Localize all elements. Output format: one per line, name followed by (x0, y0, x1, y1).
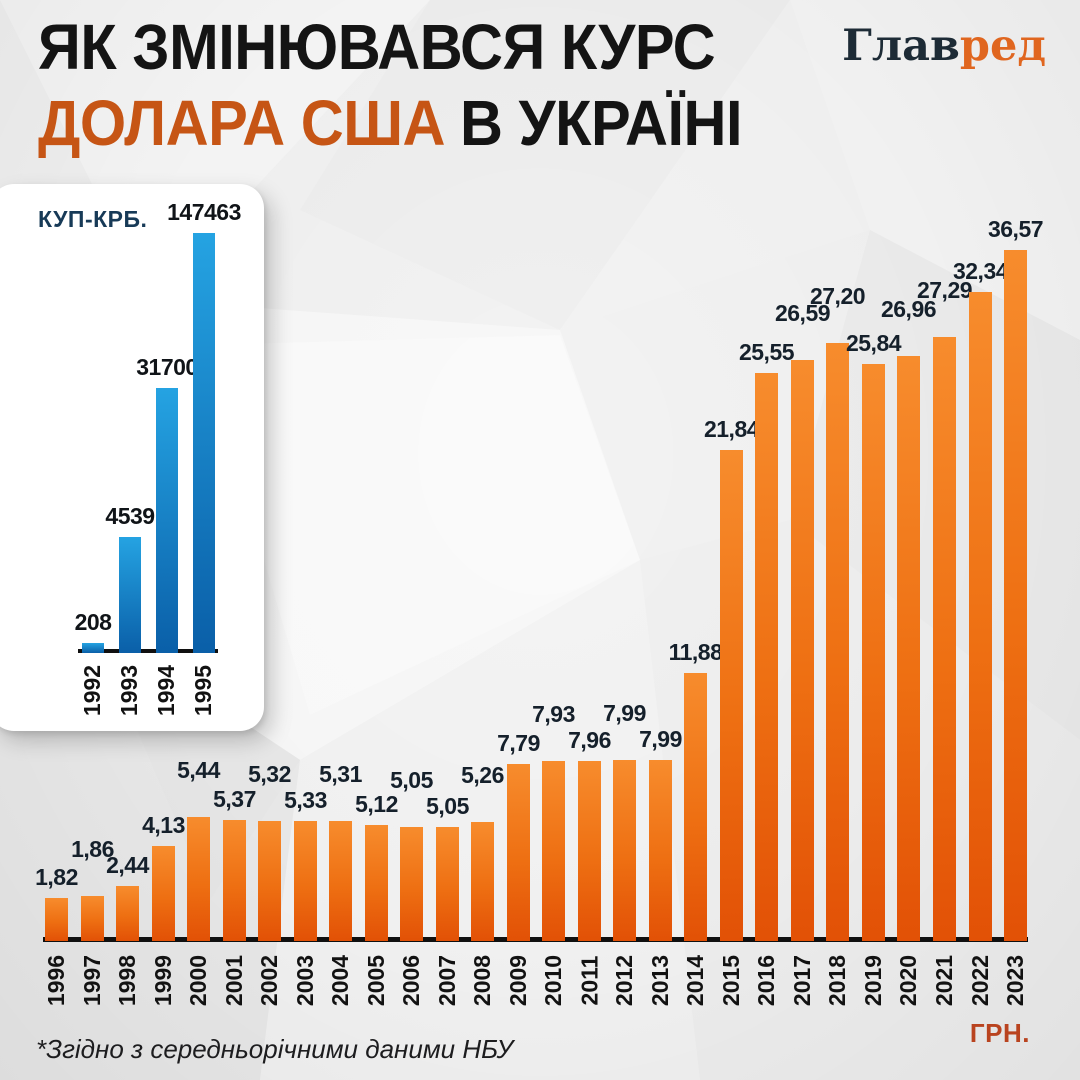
bar-2015 (720, 450, 743, 941)
year-label-2023-text: 2023 (1001, 954, 1028, 1006)
bar-2022 (969, 292, 992, 941)
bar-value-2011: 7,96 (568, 727, 611, 753)
bar-value-2016: 25,55 (738, 339, 795, 365)
inset-bar-1994 (156, 388, 178, 653)
title-line-1: ЯК ЗМІНЮВАВСЯ КУРС (38, 9, 742, 85)
bar-value-2022: 32,34 (952, 258, 1009, 284)
source-footnote: *Згідно з середньорічними даними НБУ (36, 1034, 514, 1064)
bar-2001 (223, 820, 246, 941)
bar-value-2000: 5,44 (177, 757, 220, 783)
bar-2005 (365, 825, 388, 941)
bar-2013 (649, 760, 672, 941)
bar-value-2023: 36,57 (987, 216, 1044, 242)
bar-value-2021: 27,29 (916, 277, 973, 303)
bar-2009 (507, 764, 530, 941)
inset-year-label-1995: 1995 (172, 658, 236, 722)
bar-value-2001: 5,37 (213, 786, 256, 812)
bar-value-1997: 1,86 (71, 836, 114, 862)
bar-value-2002: 5,32 (248, 761, 291, 787)
logo-part-orange: ред (959, 21, 1046, 71)
bar-2012 (613, 760, 636, 941)
bar-value-2015: 21,84 (703, 416, 760, 442)
bar-value-2010: 7,93 (532, 701, 575, 727)
bar-2019 (862, 364, 885, 941)
bar-2016 (755, 373, 778, 941)
bar-2017 (791, 360, 814, 941)
bar-value-2013: 7,99 (639, 726, 682, 752)
bar-1996 (45, 898, 68, 941)
bar-2014 (684, 673, 707, 941)
bar-2004 (329, 821, 352, 941)
bar-2000 (187, 817, 210, 941)
bar-2010 (542, 761, 565, 941)
bar-1997 (81, 896, 104, 941)
bar-value-2014: 11,88 (668, 639, 723, 665)
bar-2006 (400, 827, 423, 941)
title-line-2: ДОЛАРА США В УКРАЇНІ (38, 85, 743, 161)
inset-bar-1992 (82, 643, 104, 653)
inset-bar-value-1994: 31700 (136, 354, 198, 380)
title-rest-text: В УКРАЇНІ (459, 87, 743, 159)
inset-bar-1995 (193, 233, 215, 653)
bar-value-2005: 5,12 (355, 791, 398, 817)
inset-chart-title: КУП-КРБ. (38, 206, 148, 232)
inset-bar-value-1995: 147463 (167, 199, 241, 225)
bar-value-2009: 7,79 (497, 730, 540, 756)
bar-value-1998: 2,44 (106, 852, 149, 878)
page-title: ЯК ЗМІНЮВАВСЯ КУРС ДОЛАРА США В УКРАЇНІ (38, 9, 743, 161)
glavred-logo: Главред (842, 22, 1046, 70)
bar-value-2003: 5,33 (284, 787, 327, 813)
inset-bar-1993 (119, 537, 141, 653)
inset-bar-value-1992: 208 (74, 609, 112, 635)
bar-value-2006: 5,05 (390, 767, 433, 793)
main-chart-x-axis (43, 937, 1028, 942)
bar-1999 (152, 846, 175, 941)
bar-value-1996: 1,82 (35, 864, 78, 890)
bar-2023 (1004, 250, 1027, 941)
bar-2021 (933, 337, 956, 941)
bar-value-2004: 5,31 (319, 761, 362, 787)
bar-2003 (294, 821, 317, 941)
logo-part-navy: Глав (842, 21, 960, 71)
bar-value-2007: 5,05 (426, 793, 469, 819)
bar-1998 (116, 886, 139, 941)
bar-2007 (436, 827, 459, 941)
inset-year-label-1995-text: 1995 (190, 664, 217, 716)
title-line-1-text: ЯК ЗМІНЮВАВСЯ КУРС (38, 11, 716, 83)
bar-value-2019: 25,84 (845, 330, 902, 356)
inset-bar-value-1993: 4539 (105, 503, 155, 529)
bar-value-2017: 26,59 (774, 300, 831, 326)
bar-value-2008: 5,26 (461, 762, 504, 788)
bar-value-2012: 7,99 (603, 700, 646, 726)
bar-value-2020: 26,96 (880, 296, 937, 322)
bar-2018 (826, 343, 849, 941)
currency-unit-label: ГРН. (969, 1018, 1030, 1048)
inset-chart-x-axis (78, 649, 218, 653)
bar-2008 (471, 822, 494, 941)
title-accent-text: ДОЛАРА США (38, 87, 446, 159)
bar-2020 (897, 356, 920, 941)
bar-2002 (258, 821, 281, 941)
year-label-2023: 2023 (984, 948, 1048, 1012)
bar-value-2018: 27,20 (809, 283, 866, 309)
bar-value-1999: 4,13 (142, 812, 185, 838)
bar-2011 (578, 761, 601, 941)
